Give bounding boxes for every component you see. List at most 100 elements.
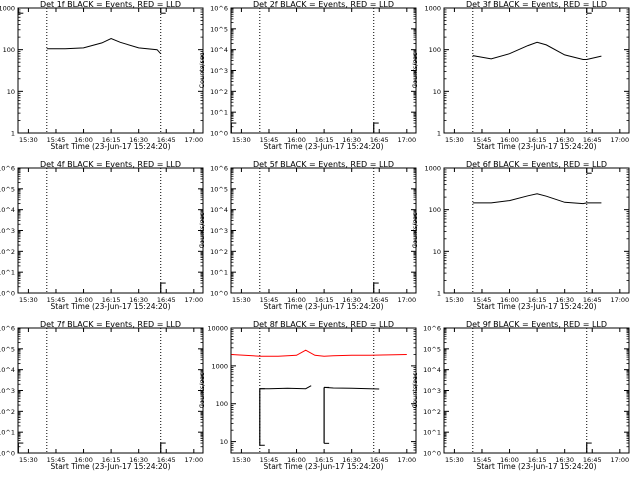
error-bar — [17, 442, 24, 454]
x-tick-label: 16:00 — [287, 296, 306, 304]
plot-frame — [230, 7, 417, 134]
x-tick-label: 16:15 — [102, 136, 121, 144]
x-tick-label: 16:15 — [528, 456, 547, 464]
x-tick-label: 16:30 — [342, 296, 361, 304]
x-tick-label: 16:00 — [500, 136, 519, 144]
x-tick-label: 16:00 — [74, 296, 93, 304]
x-tick-label: 15:30 — [232, 296, 251, 304]
y-axis-label: Counts/sec — [411, 212, 419, 248]
plot-frame — [443, 327, 630, 454]
x-tick-label: 15:30 — [19, 136, 38, 144]
panel-title: Det 9f BLACK = Events, RED = LLD — [466, 320, 607, 329]
event-rate-line — [472, 193, 602, 205]
x-tick-label: 16:00 — [500, 456, 519, 464]
x-tick-label: 15:45 — [473, 456, 492, 464]
error-bar — [586, 442, 592, 454]
x-tick-label: 17:00 — [397, 136, 416, 144]
y-tick-label: 10^6 — [0, 325, 15, 333]
y-tick-label: 10 — [7, 88, 15, 96]
x-tick-label: 15:45 — [260, 296, 279, 304]
x-tick-label: 17:00 — [184, 136, 203, 144]
error-bar — [373, 122, 379, 134]
y-tick-label: 1 — [437, 290, 441, 298]
error-bar — [586, 167, 592, 174]
detector-panel-6: Det 6f BLACK = Events, RED = LLD Start Ti… — [411, 160, 630, 311]
y-tick-label: 10^5 — [423, 345, 441, 353]
event-rate-line — [324, 386, 380, 390]
event-rate-line — [46, 37, 162, 55]
x-tick-label: 16:45 — [583, 296, 602, 304]
y-tick-label: 10 — [433, 248, 441, 256]
y-tick-label: 10 — [220, 438, 228, 446]
y-tick-label: 10^3 — [0, 227, 15, 235]
error-bar — [323, 386, 330, 444]
detector-panel-4: Det 4f BLACK = Events, RED = LLD Start Ti… — [0, 160, 204, 311]
x-tick-label: 16:15 — [528, 136, 547, 144]
x-tick-label: 17:00 — [397, 456, 416, 464]
y-tick-label: 10^2 — [423, 408, 441, 416]
panel-title: Det 4f BLACK = Events, RED = LLD — [40, 160, 181, 169]
y-tick-label: 1000 — [424, 165, 441, 173]
x-tick-label: 16:30 — [129, 456, 148, 464]
x-axis-label: Start Time (23-Jun-17 15:24:20) — [264, 302, 384, 311]
x-tick-label: 15:45 — [260, 136, 279, 144]
x-tick-label: 17:00 — [184, 456, 203, 464]
panel-title: Det 3f BLACK = Events, RED = LLD — [466, 0, 607, 9]
detector-panel-3: Det 3f BLACK = Events, RED = LLD Start Ti… — [411, 0, 630, 151]
x-tick-label: 17:00 — [610, 456, 629, 464]
y-tick-label: 10^3 — [0, 387, 15, 395]
x-tick-label: 16:45 — [157, 136, 176, 144]
x-tick-label: 16:30 — [129, 296, 148, 304]
x-tick-label: 16:00 — [287, 136, 306, 144]
y-axis-label: Counts/sec — [411, 372, 419, 408]
x-tick-label: 15:45 — [260, 456, 279, 464]
y-tick-label: 1000 — [211, 362, 228, 370]
plot-frame — [17, 327, 204, 454]
y-tick-label: 10^5 — [210, 25, 228, 33]
y-tick-label: 100 — [429, 206, 441, 214]
panel-title: Det 7f BLACK = Events, RED = LLD — [40, 320, 181, 329]
y-tick-label: 10^1 — [0, 269, 15, 277]
y-tick-label: 10^1 — [423, 429, 441, 437]
error-bar — [259, 388, 265, 446]
y-tick-label: 100 — [3, 46, 15, 54]
x-tick-label: 17:00 — [184, 296, 203, 304]
error-bar — [230, 122, 237, 134]
x-axis-label: Start Time (23-Jun-17 15:24:20) — [51, 462, 171, 471]
y-tick-label: 100 — [429, 46, 441, 54]
x-axis-label: Start Time (23-Jun-17 15:24:20) — [477, 302, 597, 311]
y-tick-label: 10^5 — [210, 185, 228, 193]
x-tick-label: 16:30 — [555, 136, 574, 144]
y-tick-label: 10000 — [207, 325, 228, 333]
y-tick-label: 10^6 — [423, 325, 441, 333]
x-axis-label: Start Time (23-Jun-17 15:24:20) — [477, 142, 597, 151]
error-bar — [160, 282, 166, 294]
x-tick-label: 15:30 — [232, 136, 251, 144]
plot-frame — [230, 167, 417, 294]
y-tick-label: 10^0 — [210, 130, 228, 138]
x-tick-label: 16:45 — [157, 456, 176, 464]
y-tick-label: 10^0 — [210, 290, 228, 298]
y-tick-label: 10 — [433, 88, 441, 96]
panel-title: Det 6f BLACK = Events, RED = LLD — [466, 160, 607, 169]
y-tick-label: 10^4 — [0, 366, 15, 374]
x-axis-label: Start Time (23-Jun-17 15:24:20) — [477, 462, 597, 471]
event-rate-line — [472, 41, 602, 60]
x-tick-label: 17:00 — [610, 296, 629, 304]
detector-panel-5: Det 5f BLACK = Events, RED = LLD Start Ti… — [198, 160, 417, 311]
x-tick-label: 15:45 — [47, 456, 66, 464]
y-tick-label: 10^2 — [210, 248, 228, 256]
x-tick-label: 16:15 — [315, 456, 334, 464]
y-tick-label: 10^0 — [423, 450, 441, 458]
detector-panel-8: Det 8f BLACK = Events, RED = LLD Start Ti… — [198, 320, 417, 471]
y-tick-label: 10^5 — [0, 345, 15, 353]
x-tick-label: 16:30 — [342, 136, 361, 144]
x-tick-label: 16:00 — [74, 136, 93, 144]
y-axis-label: Counts/sec — [198, 372, 206, 408]
y-tick-label: 10^3 — [423, 387, 441, 395]
y-axis-label: Counts/sec — [411, 52, 419, 88]
y-tick-label: 10^1 — [210, 109, 228, 117]
error-bar — [373, 282, 379, 294]
event-rate-line — [259, 385, 312, 390]
y-tick-label: 1000 — [0, 5, 15, 13]
